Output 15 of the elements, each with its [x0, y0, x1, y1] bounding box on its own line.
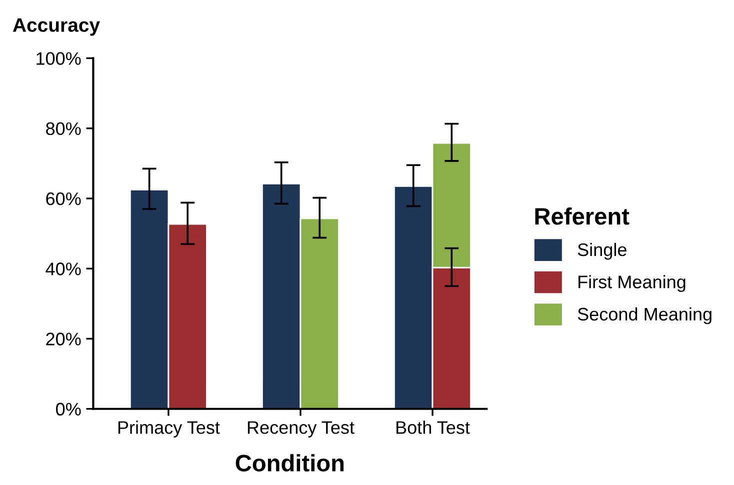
x-tick-label: Both Test [396, 420, 470, 434]
legend-title: Referent [535, 207, 630, 225]
y-tick-label: 0% [56, 402, 81, 416]
legend-label: Single [578, 242, 626, 260]
y-tick-label: 100% [36, 52, 81, 65]
y-tick-label: 80% [46, 122, 81, 136]
y-tick-label: 20% [46, 332, 81, 346]
y-axis-title: Accuracy [12, 18, 100, 36]
x-axis-title: Condition [236, 454, 344, 472]
x-tick-label: Recency Test [248, 421, 354, 438]
x-tick-label: Primacy Test [118, 420, 220, 438]
y-tick-label: 60% [46, 192, 81, 206]
y-tick-label: 40% [46, 262, 81, 276]
legend-label: Second Meaning [578, 307, 712, 324]
legend-label: First Meaning [578, 275, 686, 292]
